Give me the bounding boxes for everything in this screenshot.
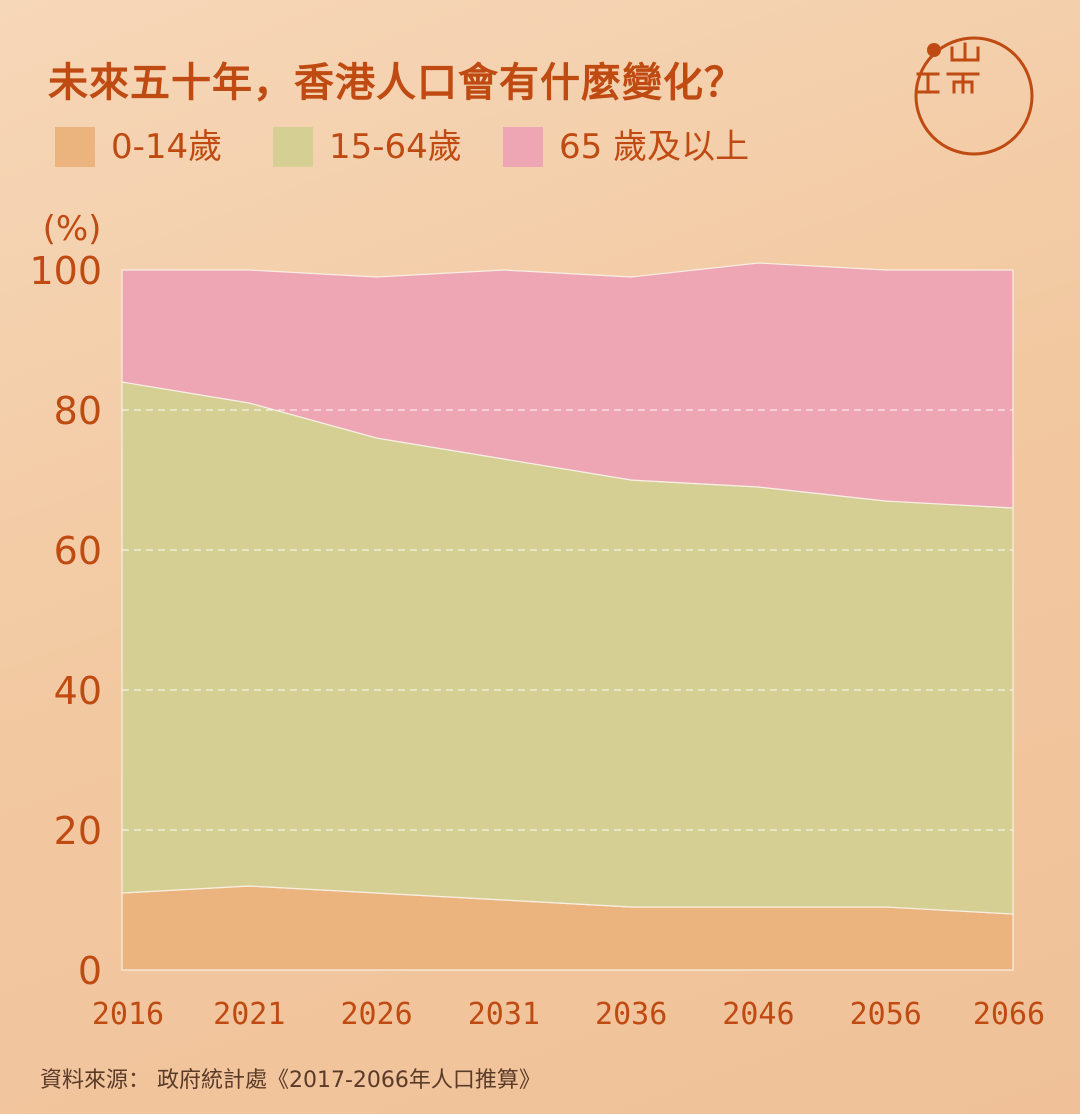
- y-tick-label-20: 20: [54, 809, 102, 853]
- area-series-2: [121, 262, 1014, 509]
- y-tick-label-100: 100: [29, 249, 102, 293]
- y-tick-label-80: 80: [54, 389, 102, 433]
- legend-swatch-0-14: [55, 127, 95, 167]
- x-tick-label-2056: 2056: [850, 997, 922, 1032]
- area-layer: [121, 262, 1014, 971]
- x-tick-label-2066: 2066: [973, 997, 1045, 1032]
- chart-title: 未來五十年，香港人口會有什麼變化？: [48, 60, 745, 106]
- initium-logo-icon: [914, 36, 1034, 156]
- x-tick-label-2021: 2021: [213, 997, 285, 1032]
- grid-layer: [122, 409, 1013, 831]
- legend-label-15-64: 15-64歲: [329, 127, 462, 167]
- x-tick-label-2016: 2016: [92, 997, 164, 1032]
- source-note: 資料來源： 政府統計處《2017-2066年人口推算》: [40, 1068, 541, 1093]
- axis-layer: (%) 0 20 40 60 80 100 2016 2021 2026 2031 2036 2046 2…: [29, 209, 1045, 1032]
- legend-swatch-15-64: [273, 127, 313, 167]
- x-tick-label-2036: 2036: [595, 997, 667, 1032]
- legend-label-65-plus: 65 歲及以上: [559, 127, 750, 167]
- legend-swatch-65-plus: [503, 127, 543, 167]
- y-tick-label-40: 40: [54, 669, 102, 713]
- y-axis-unit-label: (%): [43, 209, 102, 249]
- y-tick-label-60: 60: [54, 529, 102, 573]
- x-tick-label-2046: 2046: [722, 997, 794, 1032]
- y-tick-label-0: 0: [78, 949, 102, 993]
- x-tick-label-2026: 2026: [340, 997, 412, 1032]
- x-tick-label-2031: 2031: [468, 997, 540, 1032]
- legend-label-0-14: 0-14歲: [111, 127, 223, 167]
